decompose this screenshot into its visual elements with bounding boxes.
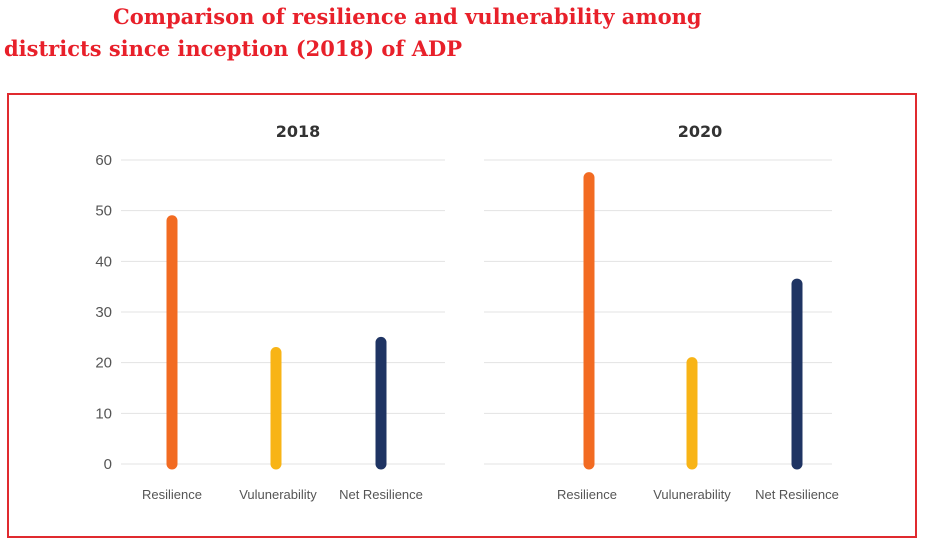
chart-frame <box>7 93 917 538</box>
y-tick-label: 30 <box>95 304 112 321</box>
bar-base <box>686 458 698 464</box>
chart-title-line-2: districts since inception (2018) of ADP <box>4 36 462 61</box>
x-tick-label: Net Resilience <box>755 487 839 502</box>
x-tick-label: Vulunerability <box>653 487 731 502</box>
x-tick-label: Resilience <box>142 487 202 502</box>
chart-title-line-1: Comparison of resilience and vulnerabili… <box>113 4 702 29</box>
x-tick-label: Vulunerability <box>239 487 317 502</box>
y-tick-label: 40 <box>95 253 112 270</box>
chart-panel-2020: 2020 Resilience Vulunerability Net Resilien… <box>484 122 839 502</box>
x-tick-label: Resilience <box>557 487 617 502</box>
bar-base <box>583 458 595 464</box>
y-tick-label: 0 <box>104 456 112 473</box>
y-tick-label: 50 <box>95 203 112 220</box>
chart-panel-title: 2020 <box>678 122 723 141</box>
bar-base <box>791 458 803 464</box>
bar-base <box>375 458 387 464</box>
x-tick-label: Net Resilience <box>339 487 423 502</box>
y-tick-label: 10 <box>95 405 112 422</box>
bar-base <box>270 458 282 464</box>
y-tick-label: 60 <box>95 152 112 169</box>
bar-base <box>166 458 178 464</box>
chart-panel-2018: 2018 0 10 20 30 40 50 60 Resilience Vulunerabilit… <box>95 122 445 502</box>
y-tick-label: 20 <box>95 355 112 372</box>
chart-panel-title: 2018 <box>276 122 321 141</box>
